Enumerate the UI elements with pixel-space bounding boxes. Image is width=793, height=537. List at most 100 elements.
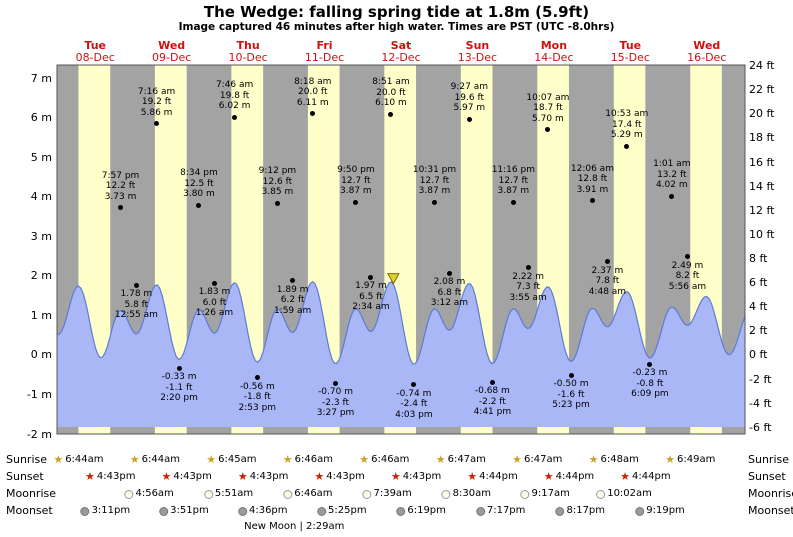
moonrise-entry: 8:30am [441,486,491,502]
tide-label-line: 3:55 am [509,292,547,303]
sunrise-entry: ★ 6:45am [206,452,256,468]
axis-tick-ft: -2 ft [749,372,772,386]
sunrise-time: 6:47am [447,454,486,465]
tide-low-label: 2.37 m 7.8 ft 4:48 am [580,266,634,298]
day-label-weekday: Tue [84,39,107,52]
sunrise-star-icon: ★ [512,453,523,466]
tide-high-label: 8:34 pm 12.5 ft 3.80 m [172,168,226,200]
sunrise-star-icon: ★ [359,453,370,466]
tide-dot [525,265,531,271]
tide-high-label: 8:18 am 20.0 ft 6.11 m [286,77,340,109]
almanac-label-right: Sunset [748,470,786,483]
sunset-star-icon: ★ [85,470,95,483]
tide-label-line: 3.85 m [261,187,294,198]
tide-label-line: 6:09 pm [631,389,669,400]
tide-label-line: 6.10 m [375,98,407,109]
day-label: Sun 13-Dec [442,40,512,63]
almanac-label-left: Sunrise [6,453,48,466]
tide-high-label: 7:16 am 19.2 ft 5.86 m [130,87,184,119]
tide-label-line: 5.97 m [453,103,486,114]
tide-high-label: 9:27 am 19.6 ft 5.97 m [442,82,496,114]
sunrise-time: 6:44am [141,454,180,465]
tide-label-line: -0.8 ft [636,378,664,389]
moonset-time: 8:17pm [566,505,606,516]
moonrise-entry: 4:56am [124,486,174,502]
tide-label-line: 2.08 m [433,277,466,288]
sunset-star-icon: ★ [390,470,401,483]
tide-label-line: 2:53 pm [238,402,277,413]
almanac-label-right: Moonrise [748,487,793,500]
tide-high-label: 11:16 pm 12.7 ft 3.87 m [486,165,540,197]
tide-label-line: 6.11 m [296,97,329,108]
sunrise-entry: ★ 6:47am [436,452,486,468]
tide-label-line: 12:55 am [114,310,158,320]
tide-label-line: 4.02 m [655,180,688,191]
tide-dot [510,199,516,205]
tide-dot [368,274,374,280]
tide-low-label: -0.70 m -2.3 ft 3:27 pm [309,387,363,419]
tide-label-line: 12.7 ft [419,175,450,186]
sunset-time: 4:43pm [173,471,212,482]
sunrise-entry: ★ 6:44am [53,452,103,468]
sunset-entry: ★ 4:43pm [161,469,211,485]
almanac-label-right: Moonset [748,504,793,517]
tide-wave-area [57,281,745,427]
axis-tick-m: 1 m [30,308,52,322]
axis-tick-ft: 20 ft [749,107,775,121]
axis-tick-m: 0 m [30,348,52,362]
sunset-time: 4:43pm [96,471,136,482]
day-label-date: 14-Dec [534,50,574,64]
tide-label-line: -2.4 ft [400,399,428,410]
axis-tick-m: 3 m [30,229,52,243]
axis-tick-ft: 14 ft [749,179,775,193]
moonset-circle-icon [475,506,485,516]
tide-label-line: -2.2 ft [478,396,506,407]
moonrise-entry: 7:39am [362,486,412,502]
tide-label-line: 8:51 am [372,77,410,88]
tide-label-line: -1.8 ft [243,392,271,403]
tide-label-line: -0.56 m [239,381,275,392]
day-label: Fri 11-Dec [290,40,360,63]
tide-label-line: 6.2 ft [280,295,305,306]
tide-label-line: 3.87 m [340,186,372,197]
day-label-weekday: Mon [540,39,568,52]
moonrise-time: 9:17am [531,488,570,499]
tide-label-line: 10:07 am [526,92,570,103]
moonset-entry: 6:19pm [396,503,446,519]
tide-label-line: 7:57 pm [101,170,140,181]
tide-label-line: 6.5 ft [359,291,383,302]
tide-label-line: 3:27 pm [316,408,355,419]
tide-wave-line [56,280,746,365]
axis-tick-ft: 4 ft [749,300,768,314]
moonrise-entry: 5:51am [203,486,254,502]
tide-dot [118,205,124,211]
tide-dot [176,365,182,371]
tide-low-label: 1.89 m 6.2 ft 1:59 am [266,285,320,317]
moonrise-circle-icon [362,489,372,499]
sunset-star-icon: ★ [314,470,325,483]
tide-dot [647,361,653,367]
plot-border [56,64,746,435]
day-label-date: 11-Dec [304,50,345,64]
sunrise-time: 6:48am [600,454,639,465]
tide-dot [489,379,495,385]
moonrise-time: 5:51am [214,488,254,499]
axis-tick-ft: 24 ft [749,59,775,73]
sunrise-entry: ★ 6:46am [283,452,333,468]
tide-low-label: -0.33 m -1.1 ft 2:20 pm [152,372,206,404]
current-tide-marker [387,273,400,285]
sunrise-star-icon: ★ [435,453,446,466]
sunset-time: 4:44pm [632,471,671,482]
moonset-time: 3:51pm [170,505,209,516]
tide-label-line: 2.49 m [671,260,704,271]
tide-label-line: 1.97 m [355,281,387,292]
moonset-time: 5:25pm [328,505,367,516]
tide-low-label: -0.50 m -1.6 ft 5:23 pm [544,379,598,411]
tide-label-line: 12:06 am [570,163,614,174]
moonset-time: 6:19pm [407,505,446,516]
moonset-circle-icon [80,506,90,516]
tide-label-line: 4:41 pm [473,407,512,418]
moonset-circle-icon [237,506,247,516]
tide-label-line: 1.83 m [198,287,231,298]
tide-label-line: 12.7 ft [341,175,371,186]
